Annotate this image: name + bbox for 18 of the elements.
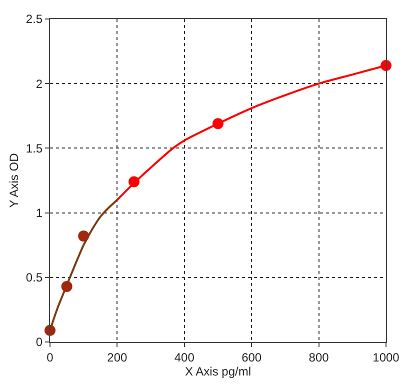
y-tick-label: 0 xyxy=(36,335,43,350)
y-tick-label: 2.5 xyxy=(26,12,43,26)
point xyxy=(212,118,224,130)
point xyxy=(128,176,140,188)
x-tick-label: 600 xyxy=(242,350,262,364)
x-tick-label: 400 xyxy=(174,350,195,364)
x-tick-label: 800 xyxy=(308,350,330,364)
x-tick-label: 0 xyxy=(46,350,54,364)
y-tick-label: 0.5 xyxy=(26,270,43,285)
y-tick-label: 2 xyxy=(36,76,43,91)
x-axis-title: X Axis pg/ml xyxy=(184,364,252,378)
y-axis-title: Y Axis OD xyxy=(7,152,22,208)
x-tick-label: 1000 xyxy=(372,350,400,364)
y-tick-label: 1 xyxy=(36,206,43,220)
x-tick-label: 200 xyxy=(107,350,128,364)
y-tick-label: 1.5 xyxy=(26,141,43,156)
point xyxy=(61,280,72,292)
point xyxy=(78,230,90,242)
